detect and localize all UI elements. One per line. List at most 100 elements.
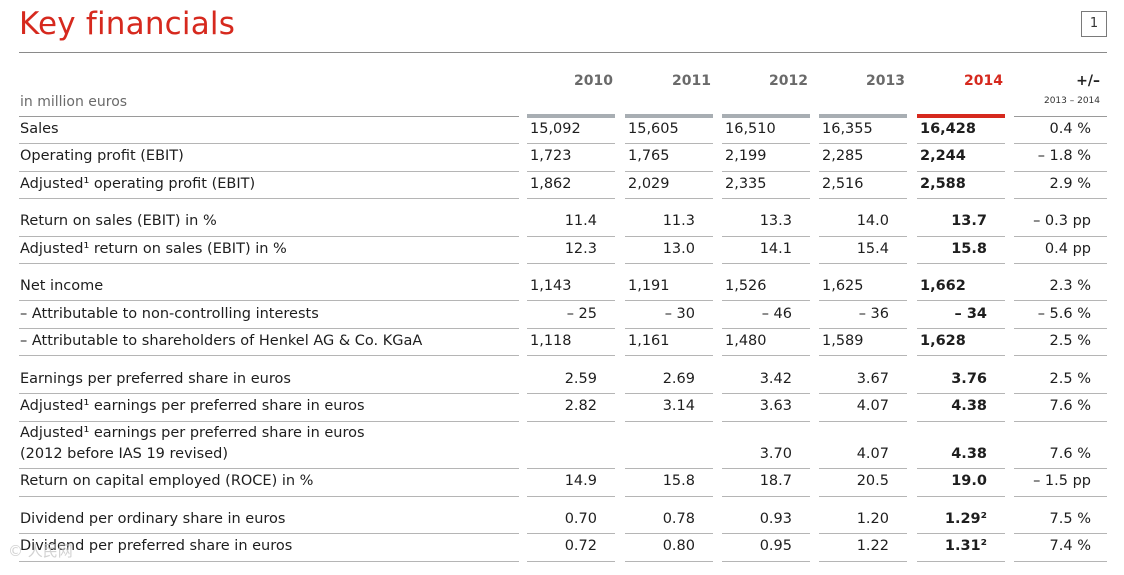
row-divider [19, 496, 519, 497]
watermark: © 人民网 [8, 542, 73, 560]
cell-change: 2.5 % [1049, 371, 1091, 387]
row-divider [527, 263, 615, 264]
row-divider [917, 393, 1005, 394]
row-divider [527, 198, 615, 199]
row-divider [819, 171, 907, 172]
cell-2012: 14.1 [759, 241, 792, 257]
cell-change: – 1.8 % [1037, 148, 1091, 164]
row-divider [722, 355, 810, 356]
row-divider [722, 421, 810, 422]
row-divider [819, 300, 907, 301]
row-divider [527, 143, 615, 144]
row-label: Earnings per preferred share in euros [20, 371, 291, 387]
cell-2012: 3.63 [759, 398, 792, 414]
row-divider [917, 328, 1005, 329]
row-divider [722, 328, 810, 329]
row-divider [917, 171, 1005, 172]
cell-2010: 1,862 [530, 176, 572, 192]
row-divider [819, 393, 907, 394]
cell-2012: 3.70 [759, 446, 792, 462]
cell-change: – 1.5 pp [1033, 473, 1091, 489]
cell-change: 7.6 % [1049, 398, 1091, 414]
row-label: Return on capital employed (ROCE) in % [20, 473, 314, 489]
row-divider [19, 393, 519, 394]
cell-2011: 15.8 [662, 473, 695, 489]
row-divider [19, 421, 519, 422]
year-header-bar [722, 114, 810, 118]
row-divider [527, 236, 615, 237]
row-divider [19, 263, 519, 264]
cell-2014: 13.7 [951, 213, 987, 229]
row-divider [625, 468, 713, 469]
row-divider [1014, 421, 1107, 422]
row-label: Operating profit (EBIT) [20, 148, 184, 164]
row-divider [917, 236, 1005, 237]
row-divider [527, 468, 615, 469]
cell-2014: – 34 [954, 306, 987, 322]
cell-2013: 2,516 [822, 176, 864, 192]
row-divider [819, 496, 907, 497]
cell-2012: 0.95 [759, 538, 792, 554]
cell-2014: 15.8 [951, 241, 987, 257]
row-divider [527, 171, 615, 172]
row-label-continued: (2012 before IAS 19 revised) [20, 446, 229, 462]
year-header-2010: 2010 [574, 73, 613, 89]
cell-2012: 1,526 [725, 278, 767, 294]
row-divider [625, 355, 713, 356]
row-divider [722, 496, 810, 497]
cell-2012: – 46 [761, 306, 792, 322]
row-divider [625, 328, 713, 329]
row-divider [625, 171, 713, 172]
cell-2013: 16,355 [822, 121, 873, 137]
cell-2013: 15.4 [856, 241, 889, 257]
cell-2011: – 30 [664, 306, 695, 322]
row-divider [917, 143, 1005, 144]
cell-2011: 15,605 [628, 121, 679, 137]
row-divider [625, 236, 713, 237]
row-divider [917, 198, 1005, 199]
cell-2010: 2.82 [564, 398, 597, 414]
header-divider [19, 116, 519, 117]
row-divider [819, 355, 907, 356]
row-divider [722, 533, 810, 534]
row-divider [917, 263, 1005, 264]
cell-2014: 19.0 [951, 473, 987, 489]
cell-2011: 2,029 [628, 176, 670, 192]
row-divider [625, 421, 713, 422]
row-divider [625, 263, 713, 264]
row-divider [625, 143, 713, 144]
year-header-2012: 2012 [769, 73, 808, 89]
cell-2012: 16,510 [725, 121, 776, 137]
cell-2013: 1,625 [822, 278, 864, 294]
year-header-2011: 2011 [672, 73, 711, 89]
header-divider [1014, 116, 1107, 117]
row-label: Return on sales (EBIT) in % [20, 213, 217, 229]
row-divider [1014, 263, 1107, 264]
row-divider [19, 236, 519, 237]
cell-2011: 3.14 [662, 398, 695, 414]
cell-change: 2.9 % [1049, 176, 1091, 192]
cell-2011: 13.0 [662, 241, 695, 257]
row-divider [527, 421, 615, 422]
cell-2010: 12.3 [564, 241, 597, 257]
row-divider [19, 171, 519, 172]
cell-2013: 1,589 [822, 333, 864, 349]
row-divider [917, 533, 1005, 534]
cell-change: 7.6 % [1049, 446, 1091, 462]
row-divider [625, 300, 713, 301]
row-label: – Attributable to shareholders of Henkel… [20, 333, 423, 349]
row-divider [1014, 468, 1107, 469]
cell-2014: 4.38 [951, 398, 987, 414]
row-divider [722, 300, 810, 301]
row-divider [19, 328, 519, 329]
row-divider [1014, 393, 1107, 394]
row-divider [917, 561, 1005, 562]
cell-2011: 2.69 [662, 371, 695, 387]
row-divider [527, 300, 615, 301]
row-label: Adjusted¹ return on sales (EBIT) in % [20, 241, 287, 257]
cell-2014: 2,588 [920, 176, 966, 192]
row-divider [1014, 355, 1107, 356]
cell-change: 7.5 % [1049, 511, 1091, 527]
row-divider [527, 533, 615, 534]
cell-2011: 0.78 [662, 511, 695, 527]
